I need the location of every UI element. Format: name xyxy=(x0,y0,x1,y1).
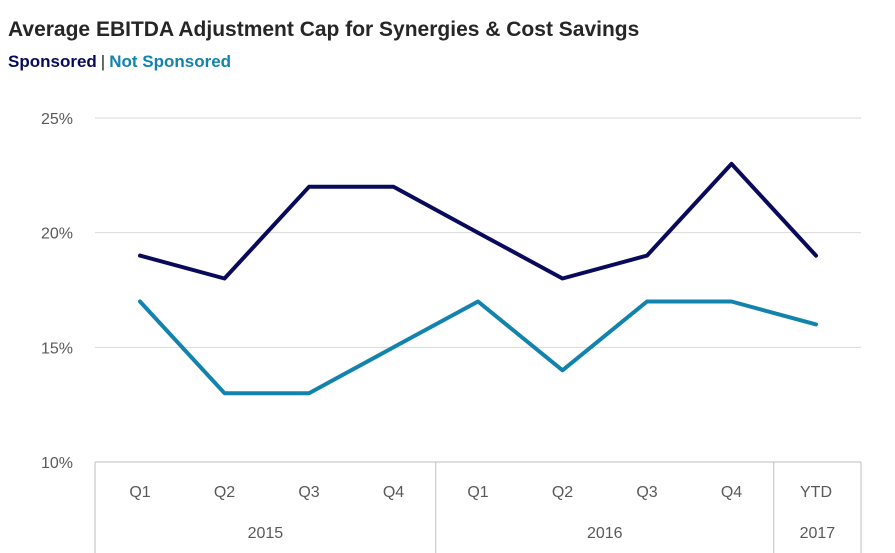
legend-sponsored: Sponsored xyxy=(8,52,97,71)
x-group-label: 2016 xyxy=(587,525,623,542)
legend-not-sponsored: Not Sponsored xyxy=(109,52,232,71)
x-tick-label: Q3 xyxy=(298,484,319,501)
x-tick-label: Q2 xyxy=(214,484,235,501)
x-tick-label: Q1 xyxy=(129,484,150,501)
y-tick-label: 15% xyxy=(41,340,73,357)
legend-separator: | xyxy=(100,52,106,71)
x-tick-label: Q4 xyxy=(721,484,742,501)
x-tick-label: Q3 xyxy=(636,484,657,501)
not-sponsored-line xyxy=(138,299,818,396)
y-tick-label: 10% xyxy=(41,455,73,472)
x-tick-label: Q4 xyxy=(383,484,404,501)
x-tick-label: Q2 xyxy=(552,484,573,501)
legend: Sponsored | Not Sponsored xyxy=(8,52,231,72)
chart-title: Average EBITDA Adjustment Cap for Synerg… xyxy=(8,18,640,41)
y-tick-label: 25% xyxy=(41,111,73,128)
x-tick-label: YTD xyxy=(800,484,832,501)
y-tick-label: 20% xyxy=(41,226,73,243)
x-group-label: 2017 xyxy=(800,525,836,542)
x-group-label: 2015 xyxy=(248,525,284,542)
sponsored-line xyxy=(138,161,818,281)
x-tick-label: Q1 xyxy=(467,484,488,501)
